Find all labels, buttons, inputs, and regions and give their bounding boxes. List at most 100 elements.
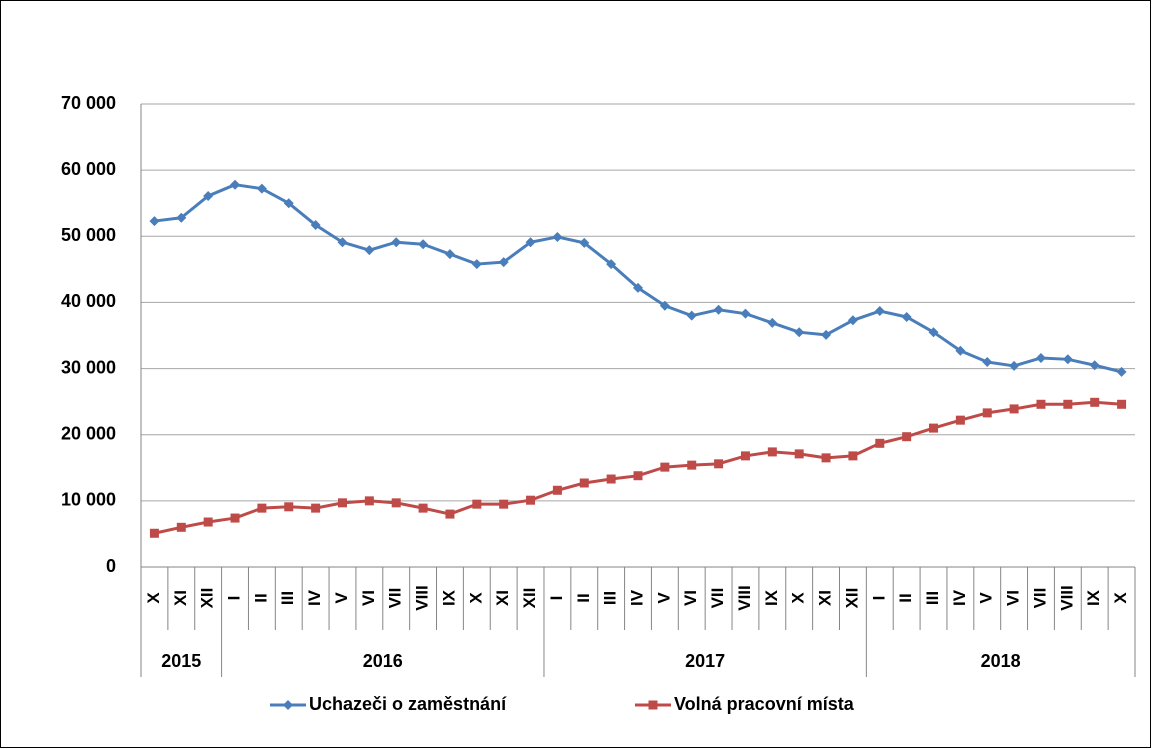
- marker: [1009, 360, 1020, 371]
- x-tick-label: I: [547, 596, 566, 601]
- marker: [552, 485, 562, 495]
- marker: [767, 317, 778, 328]
- x-tick-label: XI: [816, 590, 835, 606]
- year-label: 2016: [363, 651, 403, 671]
- x-tick-label: X: [789, 592, 808, 604]
- x-tick-label: III: [278, 591, 297, 605]
- x-tick-label: IX: [1084, 589, 1103, 606]
- marker: [311, 503, 321, 513]
- marker: [230, 513, 240, 523]
- y-tick-label: 20 000: [61, 423, 116, 443]
- marker: [982, 356, 993, 367]
- x-tick-label: X: [1111, 592, 1130, 604]
- marker: [284, 502, 294, 512]
- x-tick-label: II: [896, 593, 915, 602]
- x-tick-label: XI: [493, 590, 512, 606]
- marker: [686, 310, 697, 321]
- x-tick-label: IV: [627, 589, 646, 606]
- marker: [579, 478, 589, 488]
- marker: [552, 231, 563, 242]
- marker: [471, 259, 482, 270]
- marker: [982, 408, 992, 418]
- x-tick-label: XI: [171, 590, 190, 606]
- x-tick-label: II: [574, 593, 593, 602]
- marker: [928, 327, 939, 338]
- marker: [875, 438, 885, 448]
- marker: [391, 498, 401, 508]
- marker: [176, 522, 186, 532]
- marker: [364, 245, 375, 256]
- y-tick-label: 0: [106, 556, 116, 576]
- x-tick-label: VI: [1004, 590, 1023, 606]
- x-tick-label: IV: [950, 589, 969, 606]
- marker: [283, 198, 294, 209]
- marker: [310, 220, 321, 231]
- marker: [1009, 404, 1019, 414]
- x-tick-label: I: [225, 596, 244, 601]
- x-tick-label: VII: [386, 588, 405, 609]
- x-tick-label: III: [923, 591, 942, 605]
- x-tick-label: XII: [520, 588, 539, 609]
- y-tick-label: 40 000: [61, 291, 116, 311]
- marker: [606, 474, 616, 484]
- marker: [472, 499, 482, 509]
- y-tick-label: 60 000: [61, 159, 116, 179]
- marker: [1036, 399, 1046, 409]
- marker: [149, 528, 159, 538]
- x-tick-label: I: [869, 596, 888, 601]
- marker: [1062, 354, 1073, 365]
- year-label: 2015: [161, 651, 201, 671]
- marker: [606, 259, 617, 270]
- x-tick-label: VIII: [1057, 585, 1076, 611]
- marker: [149, 216, 160, 227]
- marker: [257, 503, 267, 513]
- marker: [740, 451, 750, 461]
- marker: [901, 311, 912, 322]
- marker: [526, 495, 536, 505]
- x-tick-label: V: [332, 592, 351, 604]
- marker: [955, 415, 965, 425]
- x-tick-label: VI: [359, 590, 378, 606]
- marker: [499, 499, 509, 509]
- legend-marker: [283, 700, 293, 710]
- y-tick-label: 70 000: [61, 93, 116, 113]
- marker: [498, 257, 509, 268]
- marker: [1063, 399, 1073, 409]
- y-tick-label: 30 000: [61, 357, 116, 377]
- marker: [929, 423, 939, 433]
- marker: [1090, 397, 1100, 407]
- x-tick-label: VI: [681, 590, 700, 606]
- x-tick-label: IX: [762, 589, 781, 606]
- marker: [230, 179, 241, 190]
- marker: [848, 451, 858, 461]
- marker: [391, 237, 402, 248]
- marker: [1089, 360, 1100, 371]
- x-tick-label: III: [601, 591, 620, 605]
- marker: [633, 282, 643, 293]
- marker: [713, 304, 724, 315]
- x-tick-label: V: [977, 592, 996, 604]
- marker: [821, 453, 831, 463]
- marker: [176, 212, 187, 223]
- marker: [444, 249, 455, 260]
- marker: [203, 517, 213, 527]
- marker: [794, 449, 804, 459]
- marker: [256, 183, 267, 194]
- x-tick-label: VII: [708, 588, 727, 609]
- marker: [821, 329, 832, 340]
- x-tick-label: VII: [1030, 588, 1049, 609]
- marker: [687, 460, 697, 470]
- y-tick-label: 50 000: [61, 225, 116, 245]
- y-tick-label: 10 000: [61, 490, 116, 510]
- legend-marker: [648, 700, 658, 710]
- x-tick-label: XII: [198, 588, 217, 609]
- marker: [525, 237, 536, 248]
- x-tick-label: IV: [305, 589, 324, 606]
- legend-label: Volná pracovní místa: [674, 694, 855, 714]
- marker: [714, 459, 724, 469]
- marker: [874, 306, 885, 317]
- marker: [445, 509, 455, 519]
